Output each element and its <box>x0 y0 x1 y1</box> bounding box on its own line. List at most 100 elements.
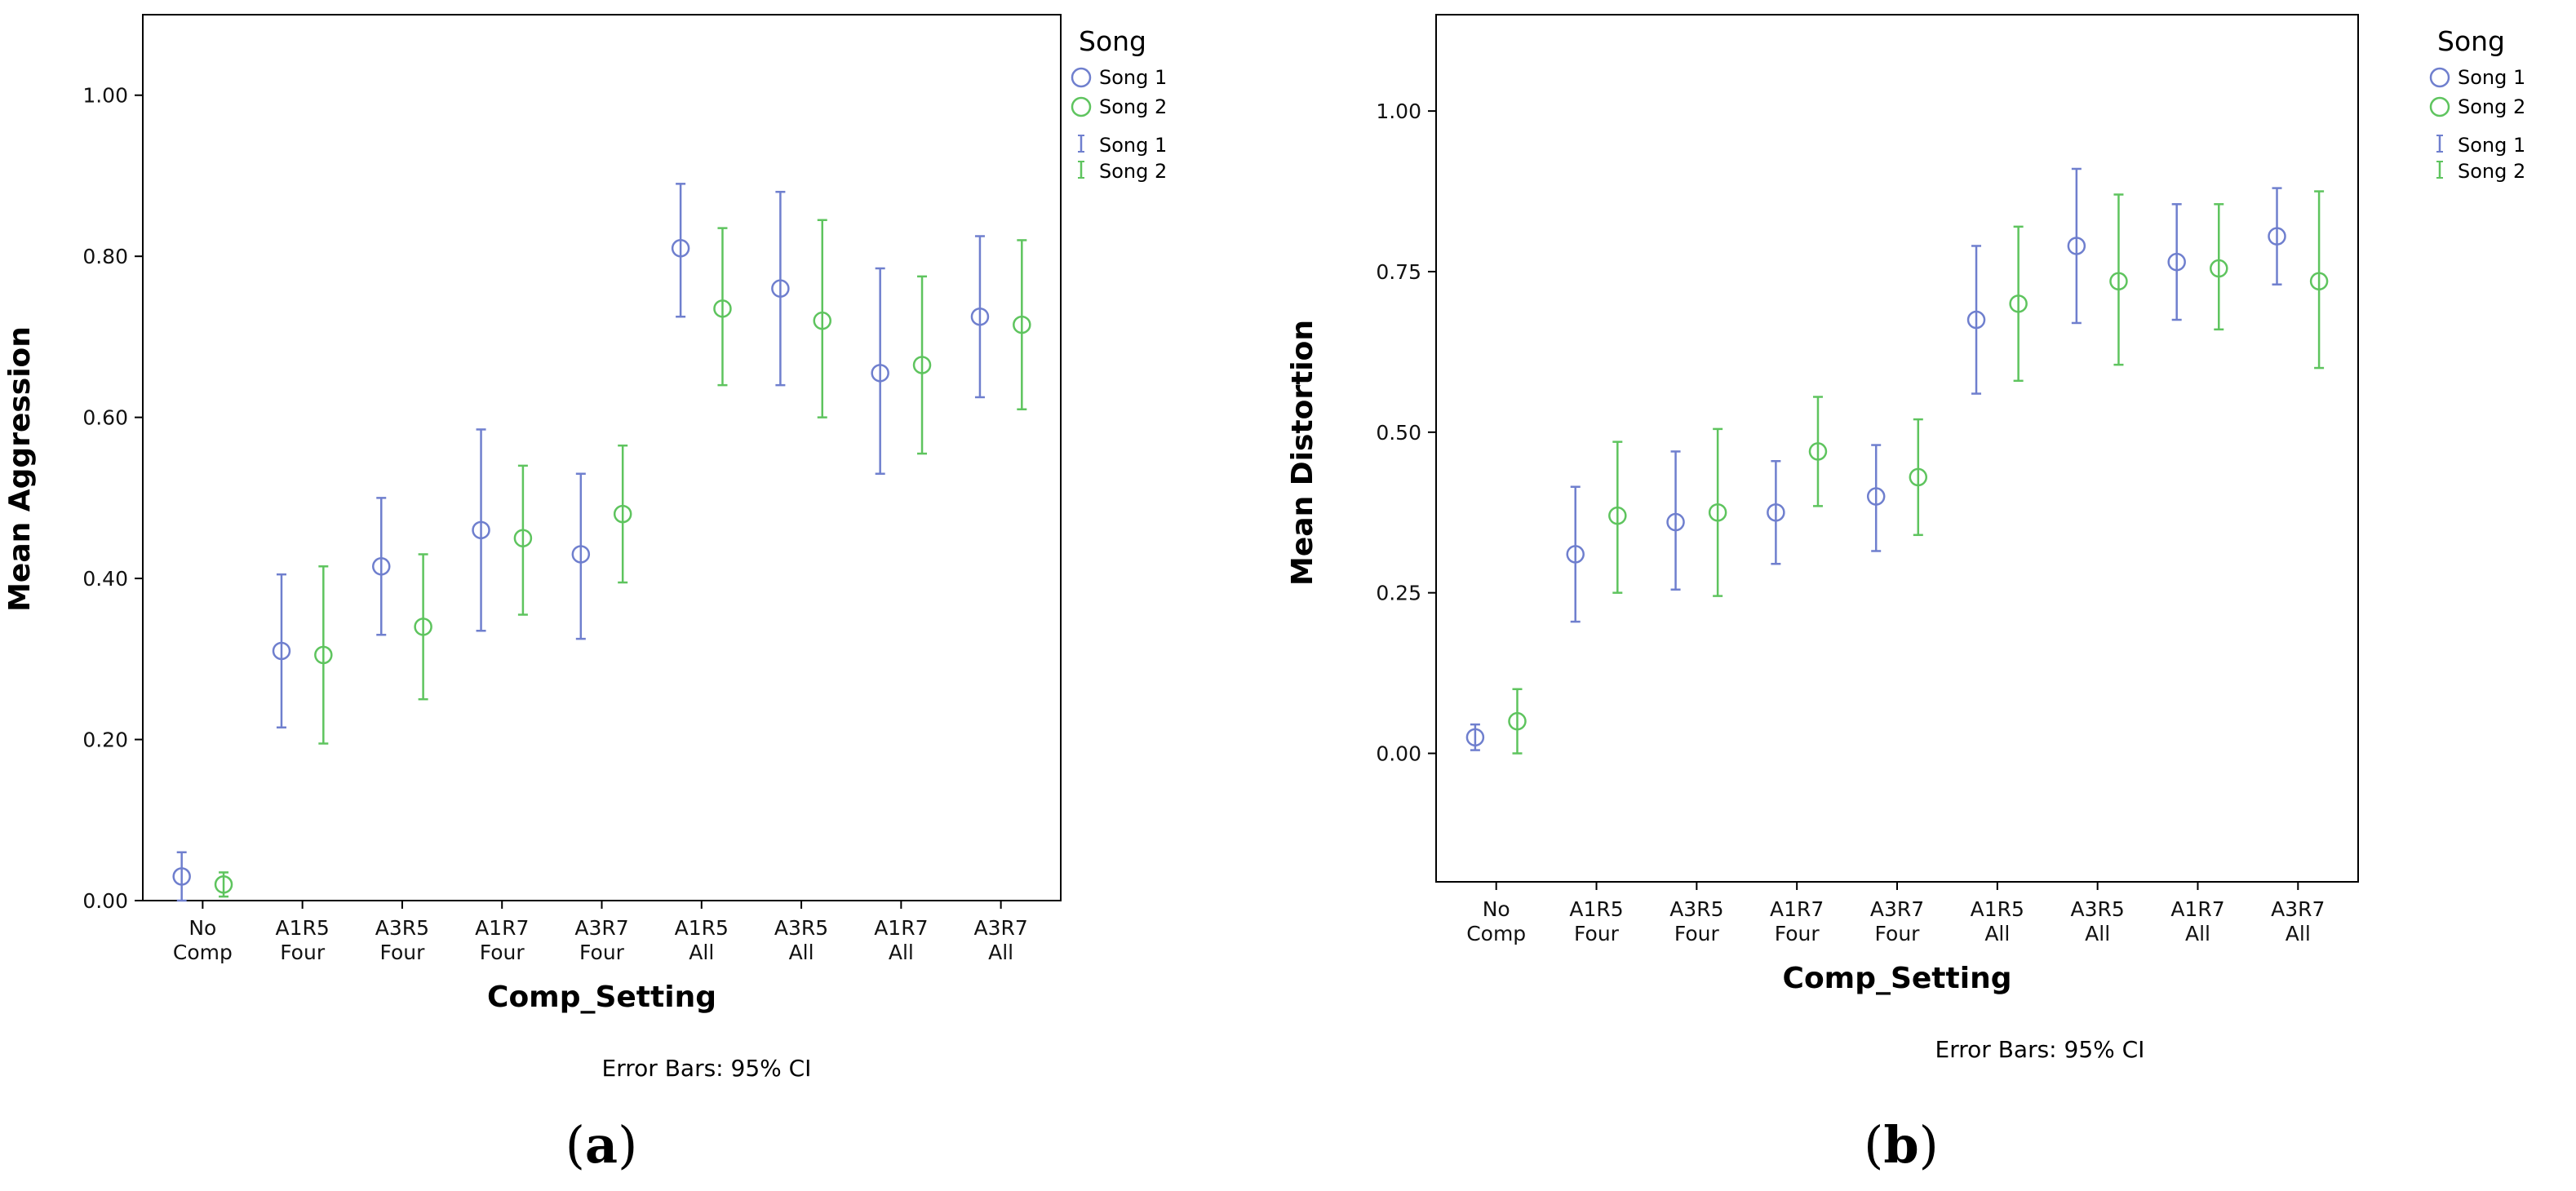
plot-frame <box>142 14 1062 901</box>
y-tick-label: 0.00 <box>82 889 128 913</box>
point-group <box>1013 239 1031 411</box>
legend-label: Song 1 <box>2458 134 2525 157</box>
x-tick-label: A1R7 <box>1770 897 1824 921</box>
mean-marker <box>912 356 932 374</box>
legend-label: Song 2 <box>1099 160 1167 183</box>
x-tick-label: All <box>2085 922 2110 945</box>
point-group <box>713 227 732 387</box>
x-tick-label: No <box>188 916 216 940</box>
mean-marker <box>2167 252 2186 272</box>
x-tick-label: All <box>689 941 714 964</box>
mean-marker <box>613 504 632 524</box>
x-tick-label: All <box>2286 922 2311 945</box>
point-group <box>1909 418 1928 537</box>
mean-marker <box>1708 503 1727 522</box>
mean-marker <box>1465 728 1485 747</box>
panel-letter: b <box>1883 1115 1918 1175</box>
x-tick-label: Four <box>480 941 525 964</box>
mean-marker <box>671 239 690 258</box>
mean-marker <box>472 520 490 540</box>
mean-marker <box>414 618 432 636</box>
mean-marker <box>1608 506 1627 525</box>
mean-marker <box>2109 272 2128 291</box>
x-tick-label: A3R7 <box>2271 897 2325 921</box>
point-group <box>414 553 432 701</box>
point-group <box>1608 441 1627 594</box>
mean-marker <box>1767 503 1785 522</box>
mean-marker <box>1966 310 1986 330</box>
x-tick-label: Four <box>1875 922 1921 945</box>
mean-marker <box>771 279 790 298</box>
mean-marker <box>513 529 533 547</box>
point-group <box>2167 203 2186 321</box>
y-axis-title: Mean Aggression <box>3 326 37 612</box>
y-tick-label: 0.80 <box>82 245 128 268</box>
plot-frame <box>1435 14 2359 883</box>
x-axis-title: Comp_Setting <box>487 981 716 1014</box>
x-tick-label: A3R7 <box>574 916 628 940</box>
legend-title: Song <box>1079 25 1146 57</box>
legend-marker <box>2429 67 2450 88</box>
x-tick-label: Comp <box>1466 922 1526 945</box>
x-tick-label: A1R5 <box>1971 897 2024 921</box>
point-group <box>1666 450 1685 591</box>
point-group <box>2268 187 2286 286</box>
legend-label: Song 1 <box>2458 66 2525 89</box>
point-group <box>1566 485 1585 623</box>
x-tick-label: A3R5 <box>2071 897 2125 921</box>
point-group <box>472 428 490 632</box>
y-tick-label: 0.50 <box>1376 421 1421 445</box>
mean-marker <box>272 641 291 661</box>
x-tick-label: Four <box>579 941 625 964</box>
mean-marker <box>2309 272 2329 291</box>
panel-label: (a) <box>565 1115 638 1175</box>
point-group <box>214 871 233 898</box>
mean-marker <box>713 299 732 318</box>
x-tick-label: Four <box>1674 922 1720 945</box>
point-group <box>1708 427 1727 597</box>
point-group <box>2109 193 2128 366</box>
x-tick-label: All <box>988 941 1013 964</box>
y-tick-label: 0.60 <box>82 406 128 430</box>
y-tick-label: 0.75 <box>1376 260 1421 284</box>
mean-marker <box>1508 711 1527 731</box>
y-tick-label: 0.25 <box>1376 582 1421 605</box>
x-tick-label: A1R7 <box>874 916 928 940</box>
point-group <box>2067 167 2086 325</box>
point-group <box>314 565 333 745</box>
mean-marker <box>172 867 191 886</box>
legend-marker <box>1071 96 1092 117</box>
panel-label: (b) <box>1864 1115 1939 1175</box>
legend-title: Song <box>2437 25 2505 57</box>
point-group <box>912 275 932 455</box>
y-tick-label: 0.20 <box>82 728 128 752</box>
point-group <box>571 472 591 640</box>
point-group <box>1465 723 1485 751</box>
x-tick-label: Four <box>1574 922 1620 945</box>
point-group <box>1808 396 1828 507</box>
mean-marker <box>1866 487 1886 506</box>
x-tick-label: Four <box>1775 922 1820 945</box>
point-group <box>272 573 291 728</box>
legend-label: Song 1 <box>1099 66 1167 89</box>
point-group <box>1508 688 1527 755</box>
x-tick-label: Four <box>280 941 326 964</box>
mean-marker <box>2067 237 2086 255</box>
point-group <box>613 444 632 584</box>
point-group <box>813 219 831 418</box>
chart-panel-a: 0.000.200.400.600.801.00NoCompA1R5FourA3… <box>3 14 1167 1175</box>
chart-panel-b: 0.000.250.500.751.00NoCompA1R5FourA3R5Fo… <box>1286 14 2525 1175</box>
mean-marker <box>2210 259 2228 278</box>
x-tick-label: A1R5 <box>276 916 330 940</box>
y-tick-label: 1.00 <box>82 84 128 108</box>
mean-marker <box>1013 315 1031 334</box>
mean-marker <box>214 875 233 894</box>
mean-marker <box>871 364 889 383</box>
error-bar-note: Error Bars: 95% CI <box>602 1055 812 1082</box>
point-group <box>513 464 533 616</box>
x-tick-label: A3R5 <box>1669 897 1723 921</box>
legend-marker <box>2429 96 2450 117</box>
point-group <box>1866 444 1886 552</box>
y-tick-label: 0.40 <box>82 567 128 591</box>
